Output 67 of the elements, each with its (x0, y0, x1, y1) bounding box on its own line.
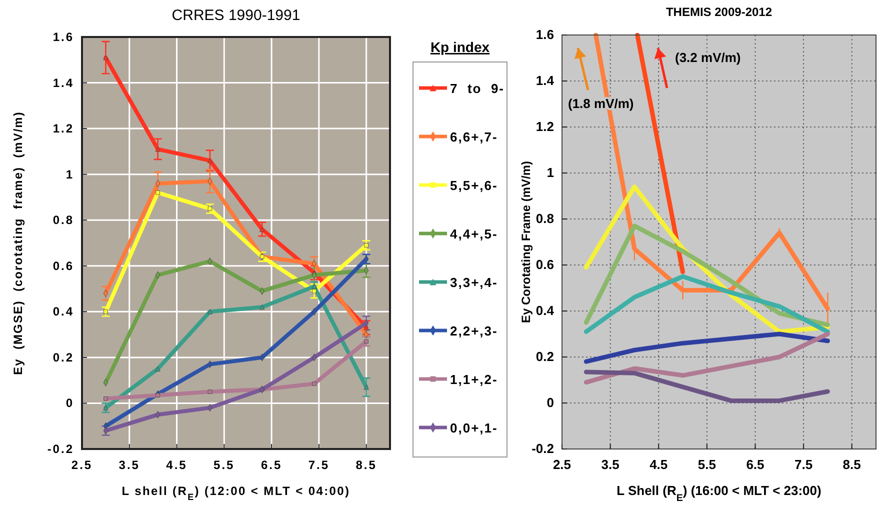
x-tick-label: 3.5 (118, 458, 140, 472)
annotation: (3.2 mV/m) (675, 50, 741, 65)
y-tick-label: 0.2 (52, 350, 74, 364)
point (103, 55, 108, 60)
legend-label: 3,3+,4- (450, 275, 498, 290)
legend-label: 7 to 9- (450, 81, 505, 96)
y-tick-label: 0.6 (52, 258, 74, 273)
x-tick-label: 7.5 (794, 457, 813, 472)
x-tick-label: 2.5 (552, 457, 572, 472)
x-axis-title: L shell (R$_{E}$) (12:00 < MLT < 04:00) (122, 484, 350, 502)
line-series (584, 224, 830, 328)
chart-title: CRRES 1990-1991 (172, 7, 300, 24)
x-tick-label: 8.5 (356, 458, 377, 472)
x-tick-label: 6.5 (746, 457, 764, 472)
y-tick-label: 0.4 (536, 303, 555, 318)
point (207, 158, 212, 164)
line-series (584, 370, 830, 403)
x-tick-label: 2.5 (71, 458, 93, 472)
legend-title: Kp index (430, 39, 490, 55)
point (364, 384, 369, 390)
y-axis-title: Ey Corotating Frame (mV/m) (519, 160, 533, 324)
x-tick-label: 4.5 (650, 457, 668, 472)
point (260, 304, 265, 310)
point (104, 396, 108, 401)
x-tick-label: 7.5 (308, 458, 330, 472)
y-tick-label: 1.6 (52, 30, 74, 44)
point (207, 309, 212, 314)
y-tick-label: 0 (546, 395, 554, 410)
x-tick-label: 5.5 (698, 457, 716, 472)
y-tick-label: 0.2 (536, 349, 554, 364)
legend-label: 5,5+,6- (450, 178, 498, 193)
y-tick-label: 0.4 (52, 304, 74, 319)
x-tick-label: 5.5 (214, 458, 235, 472)
y-tick-label: 1 (66, 167, 74, 182)
point (155, 146, 160, 152)
y-tick-label: 1.4 (536, 73, 555, 88)
legend-label: 6,6+,7- (450, 130, 498, 144)
legend-label: 0,0+,1- (450, 420, 498, 436)
line-series (584, 274, 830, 334)
x-axis-title: L Shell (R$_{E}$) (16:00 < MLT < 23:00) (616, 483, 822, 504)
y-tick-label: 1.2 (52, 122, 74, 136)
legend-label: 1,1+,2- (450, 372, 498, 387)
y-tick-label: 0.6 (536, 257, 554, 272)
y-axis-title: Ey (MGSE) (corotating frame) (mV/m) (11, 111, 25, 375)
x-tick-label: 4.5 (166, 458, 188, 472)
y-tick-label: -0.2 (47, 442, 74, 456)
line-series (584, 332, 830, 385)
legend-label: 4,4+,5- (450, 226, 498, 242)
y-tick-label: 1.4 (52, 76, 74, 90)
point (364, 325, 369, 330)
line-series (584, 332, 830, 364)
y-tick-label: 1.6 (536, 27, 554, 42)
y-tick-label: -0.2 (532, 441, 554, 456)
x-tick-label: 6.5 (260, 458, 282, 472)
y-tick-label: 0.8 (52, 213, 74, 228)
y-tick-label: 1.2 (536, 119, 554, 134)
point (208, 390, 212, 394)
point (260, 226, 265, 232)
y-tick-label: 0.8 (536, 211, 554, 226)
y-tick-label: 0 (66, 396, 74, 410)
point (155, 366, 160, 372)
legend-label: 2,2+,3- (450, 324, 498, 338)
y-tick-label: 1 (546, 165, 554, 180)
chart-title: THEMIS 2009-2012 (666, 5, 772, 19)
x-tick-label: 8.5 (842, 457, 861, 472)
x-tick-label: 3.5 (601, 457, 620, 472)
point (312, 382, 316, 386)
